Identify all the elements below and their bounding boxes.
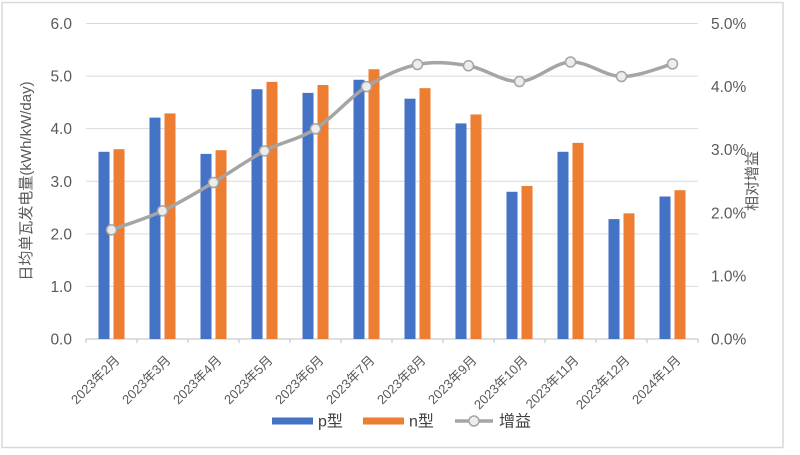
- n-bar: [215, 150, 227, 339]
- p-bar: [200, 153, 212, 339]
- x-tick-label: 2024年1月: [629, 353, 684, 408]
- gridlines: [86, 23, 698, 340]
- n-bar: [572, 142, 584, 339]
- left-tick-label: 1.0: [50, 279, 72, 296]
- p-bar: [404, 98, 416, 339]
- legend-swatch-p: [272, 417, 313, 425]
- left-axis-tick-labels: 0.0 1.0 2.0 3.0 4.0 5.0 6.0: [50, 16, 72, 349]
- n-bar: [368, 69, 380, 339]
- p-bar: [98, 151, 110, 339]
- x-tick-label: 2023年8月: [374, 353, 429, 408]
- n-bar: [521, 185, 533, 339]
- gain-line: [109, 60, 675, 232]
- x-tick-label: 2023年12月: [573, 353, 633, 413]
- legend-label-gain: 增益: [499, 413, 531, 431]
- bar-series: [98, 69, 686, 340]
- x-tick-label: 2023年6月: [272, 353, 327, 408]
- gain-marker: [156, 205, 169, 217]
- gain-marker: [666, 58, 679, 70]
- left-tick-label: 4.0: [50, 121, 72, 138]
- gain-marker: [462, 60, 475, 72]
- right-tick-label: 5.0%: [711, 16, 747, 33]
- left-tick-label: 3.0: [50, 174, 72, 191]
- right-tick-label: 2.0%: [711, 205, 747, 222]
- x-tick-label: 2023年9月: [425, 353, 480, 408]
- right-tick-label: 0.0%: [711, 332, 747, 349]
- right-axis-tick-labels: 0.0% 1.0% 2.0% 3.0% 4.0% 5.0%: [711, 16, 747, 349]
- gain-marker: [564, 56, 577, 68]
- gain-marker: [207, 176, 220, 189]
- p-bar: [506, 191, 518, 339]
- gain-marker: [615, 70, 628, 83]
- legend-label-n: n型: [409, 413, 434, 431]
- right-axis-title: 相对增益: [744, 151, 761, 211]
- right-tick-label: 4.0%: [711, 79, 747, 96]
- n-bar: [317, 85, 329, 340]
- p-bar: [149, 117, 161, 339]
- x-tick-label: 2023年5月: [221, 353, 276, 408]
- n-bar: [470, 114, 482, 339]
- p-bar: [608, 219, 620, 339]
- legend-swatch-n: [363, 417, 404, 425]
- chart-border: [1, 1, 784, 449]
- gain-marker: [411, 58, 424, 71]
- p-bar: [659, 196, 671, 339]
- left-tick-label: 5.0: [50, 69, 72, 86]
- gain-marker: [105, 224, 118, 236]
- x-tick-label: 2023年4月: [170, 353, 225, 408]
- legend-label-p: p型: [318, 413, 343, 431]
- p-bar: [455, 123, 467, 340]
- legend: p型 n型 增益: [272, 413, 531, 431]
- x-tick-label: 2023年10月: [471, 353, 531, 413]
- legend-marker-gain: [468, 415, 480, 427]
- n-bar: [113, 149, 125, 339]
- gain-marker: [309, 123, 322, 135]
- right-tick-label: 3.0%: [711, 142, 747, 159]
- x-axis: 2023年2月2023年3月2023年4月2023年5月2023年6月2023年…: [68, 339, 699, 413]
- left-axis-title: 日均单瓦发电量(kWh/kW/day): [18, 81, 35, 280]
- gain-marker: [360, 80, 373, 93]
- n-bar: [164, 113, 176, 339]
- p-bar: [557, 151, 569, 339]
- left-tick-label: 2.0: [50, 226, 72, 243]
- n-bar: [623, 213, 635, 339]
- n-bar: [674, 190, 686, 339]
- p-bar: [251, 89, 263, 340]
- gain-line-series: [105, 56, 679, 236]
- n-bar: [266, 81, 278, 340]
- n-bar: [419, 88, 431, 340]
- x-tick-label: 2023年2月: [68, 353, 123, 408]
- x-tick-label: 2023年7月: [323, 353, 378, 408]
- p-bar: [302, 92, 314, 339]
- left-tick-label: 6.0: [50, 16, 72, 33]
- left-tick-label: 0.0: [50, 332, 72, 349]
- x-tick-label: 2023年3月: [119, 353, 174, 408]
- right-tick-label: 1.0%: [711, 268, 747, 285]
- gain-marker: [258, 145, 271, 157]
- gain-marker: [513, 75, 526, 88]
- p-bar: [353, 79, 365, 340]
